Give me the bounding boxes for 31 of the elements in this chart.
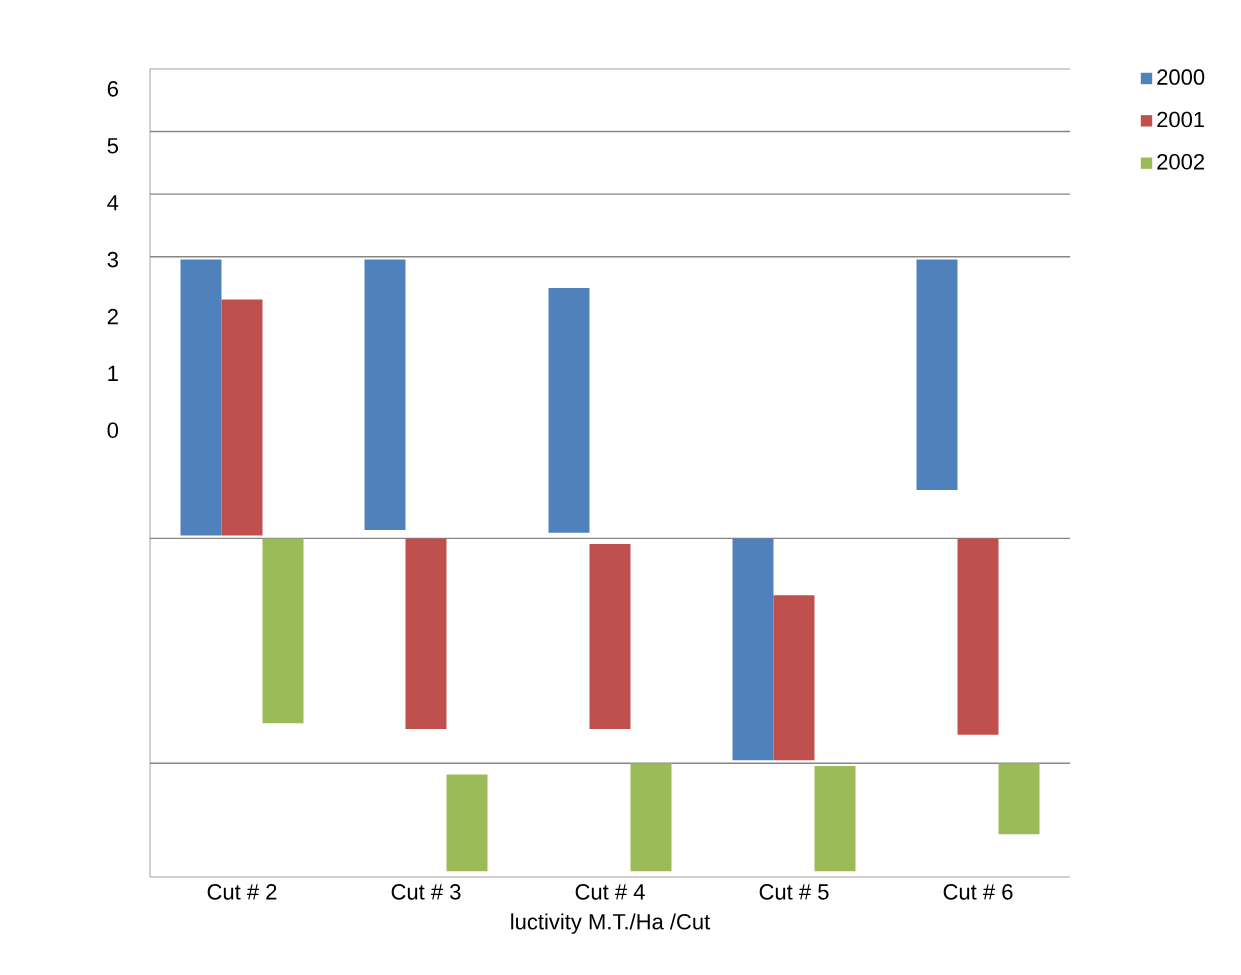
bar bbox=[405, 538, 447, 730]
bar bbox=[364, 259, 406, 530]
bar bbox=[773, 595, 815, 761]
bar bbox=[998, 763, 1040, 835]
bar bbox=[262, 538, 304, 724]
x-tick-label: Cut # 5 bbox=[759, 884, 829, 900]
bar bbox=[916, 259, 958, 491]
bar bbox=[180, 259, 222, 536]
bar bbox=[446, 774, 488, 872]
y-tick-label: 4 bbox=[107, 195, 119, 211]
bar bbox=[630, 763, 672, 872]
legend-label: 2001 bbox=[1157, 111, 1205, 128]
bar bbox=[221, 299, 263, 536]
bar bbox=[814, 766, 856, 872]
y-tick-label: 2 bbox=[107, 308, 118, 325]
y-tick-label: 6 bbox=[107, 81, 118, 97]
bar bbox=[548, 288, 590, 533]
x-tick-label: Cut # 6 bbox=[943, 884, 1013, 900]
bar bbox=[957, 538, 999, 735]
y-tick-label: 0 bbox=[107, 422, 119, 439]
y-tick-label: 3 bbox=[107, 251, 118, 268]
x-tick-label: Cut # 4 bbox=[575, 884, 645, 900]
y-tick-label: 5 bbox=[107, 138, 118, 154]
x-axis-title: luctivity M.T./Ha /Cut bbox=[511, 913, 711, 934]
y-tick-label: 1 bbox=[108, 365, 118, 381]
bar bbox=[589, 544, 631, 730]
x-tick-label: Cut # 3 bbox=[391, 884, 461, 900]
legend-label: 2000 bbox=[1157, 69, 1205, 85]
legend-label: 2002 bbox=[1157, 154, 1205, 170]
bar bbox=[732, 538, 774, 761]
x-tick-label: Cut # 2 bbox=[207, 884, 277, 900]
